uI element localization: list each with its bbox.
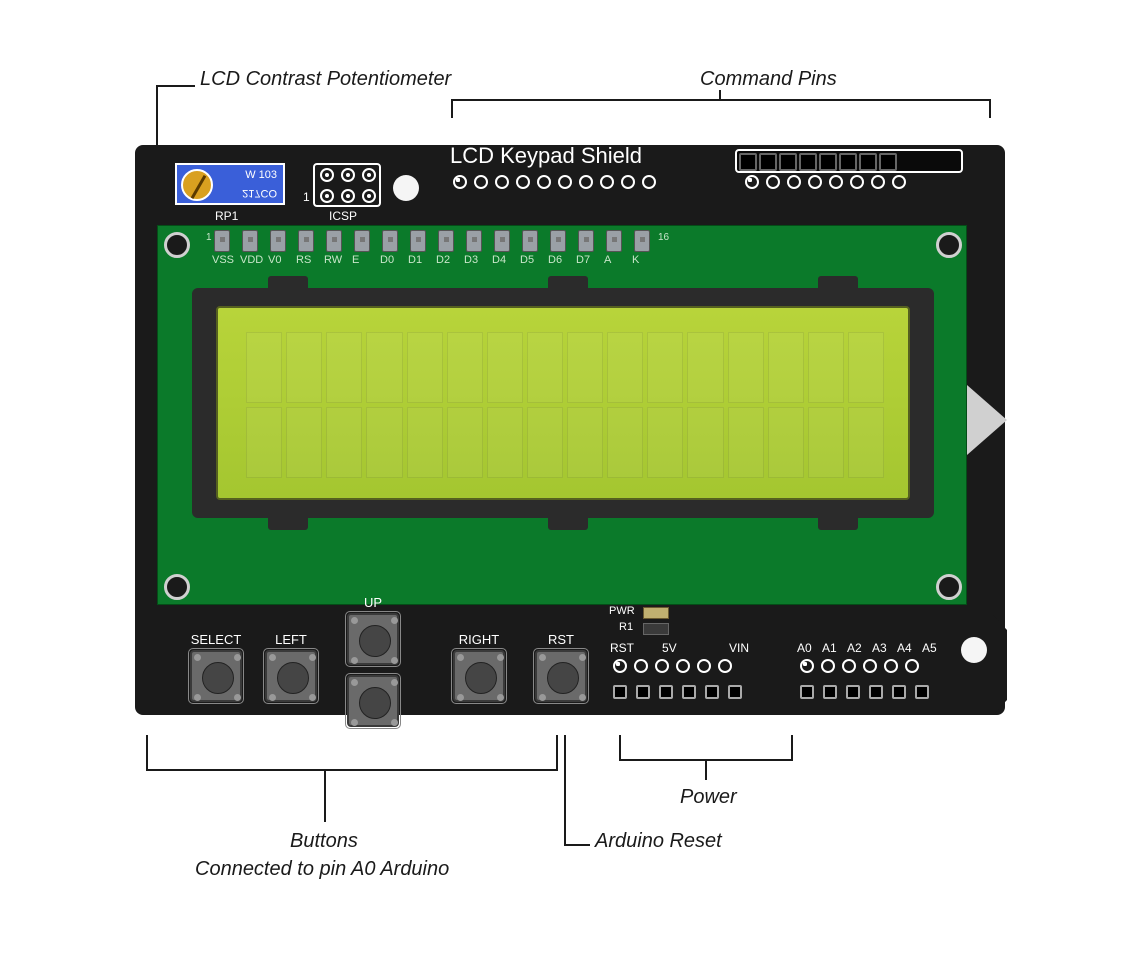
label-vin-pin: VIN bbox=[729, 641, 749, 655]
lcd-pin-5 bbox=[326, 230, 342, 252]
smd-r1 bbox=[643, 623, 669, 635]
label-analog-A1: A1 bbox=[822, 641, 837, 655]
label-5v-pin: 5V bbox=[662, 641, 677, 655]
padrow-top-left bbox=[453, 175, 656, 189]
label-pwr: PWR bbox=[609, 605, 635, 617]
lcd-pin-label-A: A bbox=[604, 254, 611, 266]
lcd-pin-label-D4: D4 bbox=[492, 254, 506, 266]
button-label-right: RIGHT bbox=[447, 632, 511, 647]
lcd-pin-num-1: 1 bbox=[206, 232, 212, 243]
power-header-pins bbox=[613, 685, 742, 699]
lcd-pin-7 bbox=[382, 230, 398, 252]
lcd-screw-tl bbox=[164, 232, 190, 258]
smd-pwr bbox=[643, 607, 669, 619]
button-rst bbox=[535, 650, 587, 702]
label-icsp: ICSP bbox=[329, 209, 357, 223]
lcd-pin-label-D2: D2 bbox=[436, 254, 450, 266]
pot-text-top: W 103 bbox=[245, 169, 277, 181]
button-label-rst: RST bbox=[529, 632, 593, 647]
button-cap-icon bbox=[202, 662, 234, 694]
button-right bbox=[453, 650, 505, 702]
lcd-char-grid bbox=[246, 332, 884, 478]
lcd-pin-label-VSS: VSS bbox=[212, 254, 234, 266]
button-select bbox=[190, 650, 242, 702]
pot-text-bottom: 217CO bbox=[242, 187, 277, 199]
lcd-pin-6 bbox=[354, 230, 370, 252]
callout-buttons-1: Buttons bbox=[290, 830, 358, 853]
label-rst-pin: RST bbox=[610, 641, 634, 655]
analog-header-pins bbox=[800, 685, 929, 699]
contrast-potentiometer: W 103 217CO bbox=[175, 163, 285, 205]
lcd-pin-label-RW: RW bbox=[324, 254, 342, 266]
lcd-screw-bl bbox=[164, 574, 190, 600]
lcd-pin-11 bbox=[494, 230, 510, 252]
lcd-pin-label-D5: D5 bbox=[520, 254, 534, 266]
label-analog-A2: A2 bbox=[847, 641, 862, 655]
lcd-pin-label-D3: D3 bbox=[464, 254, 478, 266]
header-top-left bbox=[735, 149, 963, 173]
button-cap-icon bbox=[277, 662, 309, 694]
lcd-pin-num-16: 16 bbox=[658, 232, 669, 243]
power-header-pads bbox=[613, 659, 732, 673]
label-analog-A3: A3 bbox=[872, 641, 887, 655]
label-analog-A0: A0 bbox=[797, 641, 812, 655]
lcd-pin-label-D6: D6 bbox=[548, 254, 562, 266]
lcd-pin-label-D1: D1 bbox=[408, 254, 422, 266]
lcd-pin-13 bbox=[550, 230, 566, 252]
analog-header-pads bbox=[800, 659, 919, 673]
lcd-pin-3 bbox=[270, 230, 286, 252]
label-analog-A5: A5 bbox=[922, 641, 937, 655]
button-label-down: DOWN bbox=[341, 729, 405, 744]
button-cap-icon bbox=[547, 662, 579, 694]
lcd-pin-label-RS: RS bbox=[296, 254, 311, 266]
lcd-pin-label-K: K bbox=[632, 254, 639, 266]
lcd-screen bbox=[216, 306, 910, 500]
lcd-pin-12 bbox=[522, 230, 538, 252]
pcb-board: W 103 217CO RP1 1 ICSP LCD Keypad Shield bbox=[135, 145, 1005, 715]
lcd-pin-15 bbox=[606, 230, 622, 252]
lcd-pin-14 bbox=[578, 230, 594, 252]
button-label-up: UP bbox=[341, 595, 405, 610]
button-down bbox=[347, 675, 399, 727]
callout-buttons-2: Connected to pin A0 Arduino bbox=[195, 858, 449, 881]
button-left bbox=[265, 650, 317, 702]
lcd-pin-16 bbox=[634, 230, 650, 252]
lcd-module-pcb: VSS VDD V0 RS RW E D0 D1 D2 D3 D4 D5 D6 D7 A K 1 16 bbox=[157, 225, 967, 605]
button-cap-icon bbox=[465, 662, 497, 694]
lcd-pin-4 bbox=[298, 230, 314, 252]
button-cap-icon bbox=[359, 625, 391, 657]
callout-power: Power bbox=[680, 786, 737, 809]
label-icsp-1: 1 bbox=[303, 190, 310, 204]
lcd-pin-1 bbox=[214, 230, 230, 252]
label-rp1: RP1 bbox=[215, 209, 238, 223]
callout-potentiometer: LCD Contrast Potentiometer bbox=[200, 68, 451, 91]
mount-hole-bottom bbox=[961, 637, 987, 663]
lcd-pin-label-V0: V0 bbox=[268, 254, 281, 266]
lcd-pin-label-D7: D7 bbox=[576, 254, 590, 266]
button-up bbox=[347, 613, 399, 665]
button-label-left: LEFT bbox=[259, 632, 323, 647]
lcd-pin-8 bbox=[410, 230, 426, 252]
board-title: LCD Keypad Shield bbox=[450, 143, 642, 169]
button-label-select: SELECT bbox=[184, 632, 248, 647]
label-r1: R1 bbox=[619, 621, 633, 633]
lcd-pin-9 bbox=[438, 230, 454, 252]
lcd-pin-10 bbox=[466, 230, 482, 252]
mount-hole-top bbox=[393, 175, 419, 201]
lcd-pin-label-VDD: VDD bbox=[240, 254, 263, 266]
potentiometer-knob-icon bbox=[181, 169, 213, 201]
label-analog-A4: A4 bbox=[897, 641, 912, 655]
lcd-screw-br bbox=[936, 574, 962, 600]
icsp-header bbox=[313, 163, 381, 207]
button-cap-icon bbox=[359, 687, 391, 719]
padrow-top-right bbox=[745, 175, 906, 189]
callout-command-pins: Command Pins bbox=[700, 68, 837, 91]
lcd-pin-2 bbox=[242, 230, 258, 252]
callout-arduino-reset: Arduino Reset bbox=[595, 830, 722, 853]
lcd-side-arrow-icon bbox=[967, 385, 1007, 455]
lcd-pin-label-E: E bbox=[352, 254, 359, 266]
lcd-screw-tr bbox=[936, 232, 962, 258]
lcd-pin-label-D0: D0 bbox=[380, 254, 394, 266]
